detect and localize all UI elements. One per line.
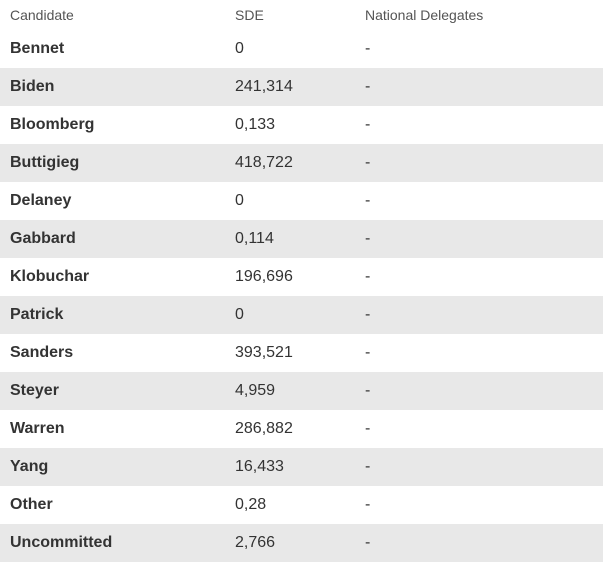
sde-cell: 0,28 bbox=[235, 486, 365, 524]
national-delegates-cell: - bbox=[365, 68, 603, 106]
table-row: Warren 286,882 - bbox=[0, 410, 603, 448]
candidate-cell: Sanders bbox=[0, 334, 235, 372]
national-delegates-cell: - bbox=[365, 258, 603, 296]
national-delegates-cell: - bbox=[365, 296, 603, 334]
candidate-cell: Steyer bbox=[0, 372, 235, 410]
sde-cell: 241,314 bbox=[235, 68, 365, 106]
table-row: Gabbard 0,114 - bbox=[0, 220, 603, 258]
table-header: Candidate SDE National Delegates bbox=[0, 0, 603, 30]
national-delegates-cell: - bbox=[365, 410, 603, 448]
candidate-cell: Gabbard bbox=[0, 220, 235, 258]
sde-cell: 0,114 bbox=[235, 220, 365, 258]
national-delegates-cell: - bbox=[365, 486, 603, 524]
table-row: Patrick 0 - bbox=[0, 296, 603, 334]
national-delegates-cell: - bbox=[365, 372, 603, 410]
candidate-cell: Bloomberg bbox=[0, 106, 235, 144]
sde-cell: 4,959 bbox=[235, 372, 365, 410]
national-delegates-cell: - bbox=[365, 524, 603, 562]
table-row: Sanders 393,521 - bbox=[0, 334, 603, 372]
table-row: Delaney 0 - bbox=[0, 182, 603, 220]
table-row: Biden 241,314 - bbox=[0, 68, 603, 106]
table-row: Steyer 4,959 - bbox=[0, 372, 603, 410]
sde-cell: 0,133 bbox=[235, 106, 365, 144]
national-delegates-cell: - bbox=[365, 106, 603, 144]
sde-cell: 16,433 bbox=[235, 448, 365, 486]
table-row: Bennet 0 - bbox=[0, 30, 603, 68]
candidate-cell: Uncommitted bbox=[0, 524, 235, 562]
candidate-cell: Warren bbox=[0, 410, 235, 448]
header-row: Candidate SDE National Delegates bbox=[0, 0, 603, 30]
national-delegates-cell: - bbox=[365, 220, 603, 258]
column-header-national-delegates: National Delegates bbox=[365, 0, 603, 30]
candidate-cell: Yang bbox=[0, 448, 235, 486]
table-row: Other 0,28 - bbox=[0, 486, 603, 524]
candidate-cell: Biden bbox=[0, 68, 235, 106]
table-row: Klobuchar 196,696 - bbox=[0, 258, 603, 296]
sde-cell: 196,696 bbox=[235, 258, 365, 296]
sde-cell: 418,722 bbox=[235, 144, 365, 182]
column-header-candidate: Candidate bbox=[0, 0, 235, 30]
national-delegates-cell: - bbox=[365, 30, 603, 68]
table-row: Bloomberg 0,133 - bbox=[0, 106, 603, 144]
candidate-cell: Klobuchar bbox=[0, 258, 235, 296]
candidate-cell: Bennet bbox=[0, 30, 235, 68]
table-row: Uncommitted 2,766 - bbox=[0, 524, 603, 562]
table-row: Yang 16,433 - bbox=[0, 448, 603, 486]
sde-cell: 286,882 bbox=[235, 410, 365, 448]
national-delegates-cell: - bbox=[365, 144, 603, 182]
national-delegates-cell: - bbox=[365, 182, 603, 220]
sde-cell: 0 bbox=[235, 182, 365, 220]
column-header-sde: SDE bbox=[235, 0, 365, 30]
table-row: Buttigieg 418,722 - bbox=[0, 144, 603, 182]
sde-cell: 2,766 bbox=[235, 524, 365, 562]
candidate-cell: Buttigieg bbox=[0, 144, 235, 182]
candidate-cell: Other bbox=[0, 486, 235, 524]
table-body: Bennet 0 - Biden 241,314 - Bloomberg 0,1… bbox=[0, 30, 603, 562]
sde-cell: 0 bbox=[235, 30, 365, 68]
national-delegates-cell: - bbox=[365, 334, 603, 372]
results-table: Candidate SDE National Delegates Bennet … bbox=[0, 0, 603, 562]
candidate-cell: Delaney bbox=[0, 182, 235, 220]
sde-cell: 0 bbox=[235, 296, 365, 334]
sde-cell: 393,521 bbox=[235, 334, 365, 372]
candidate-cell: Patrick bbox=[0, 296, 235, 334]
national-delegates-cell: - bbox=[365, 448, 603, 486]
